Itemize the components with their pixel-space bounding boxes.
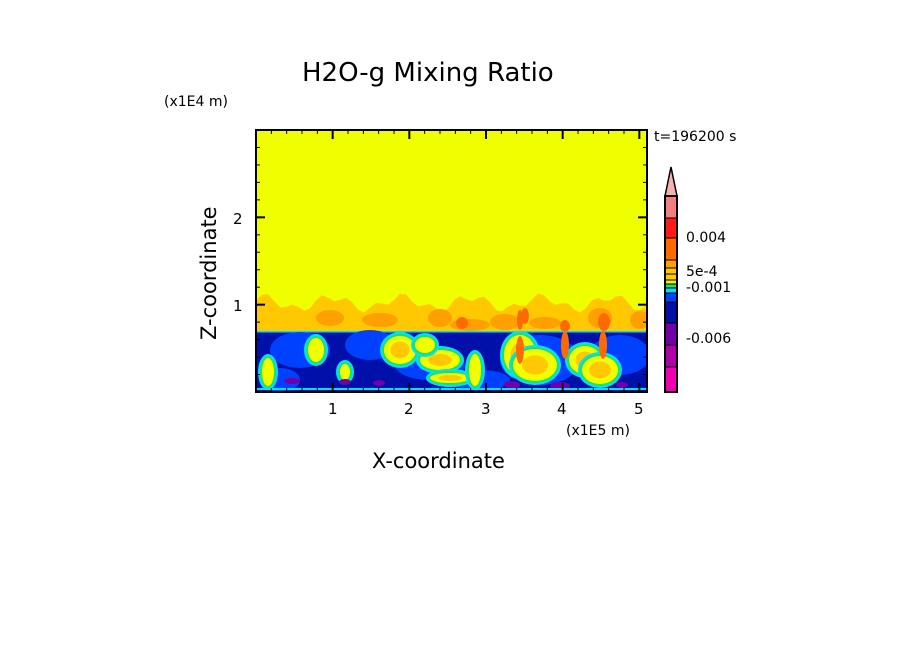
field-blob-purple bbox=[339, 379, 351, 385]
field-interface bbox=[256, 331, 647, 333]
colorbar-segment bbox=[664, 279, 678, 285]
field-streak bbox=[529, 317, 561, 329]
field-blob-orange bbox=[438, 375, 462, 381]
field-plume bbox=[561, 331, 569, 359]
colorbar-label: -0.006 bbox=[686, 331, 732, 347]
field-blob-orange bbox=[589, 361, 611, 379]
colorbar-segment bbox=[664, 301, 678, 324]
y-scale-label: (x1E4 m) bbox=[164, 94, 228, 110]
field-blob-orange bbox=[521, 355, 549, 375]
field-layer bbox=[256, 130, 647, 392]
field-plume bbox=[521, 308, 529, 324]
field-streak bbox=[316, 310, 344, 326]
colorbar-segment bbox=[664, 366, 678, 393]
field-streak bbox=[428, 309, 452, 327]
field-blob-purple bbox=[504, 381, 520, 389]
colorbar-segment bbox=[664, 217, 678, 239]
colorbar-segment bbox=[664, 292, 678, 303]
x-scale-label: (x1E5 m) bbox=[566, 423, 630, 439]
field-plume bbox=[560, 320, 570, 332]
field-blob-purple bbox=[373, 380, 385, 386]
chart-title: H2O-g Mixing Ratio bbox=[302, 58, 554, 88]
colorbar-segment bbox=[664, 322, 678, 346]
field-streak bbox=[362, 313, 398, 327]
x-tick-label: 1 bbox=[328, 400, 338, 418]
field-surface bbox=[256, 388, 647, 390]
field-plume bbox=[456, 317, 468, 329]
y-tick-label: 1 bbox=[233, 297, 243, 315]
colorbar-segment bbox=[664, 273, 678, 281]
field-blob-yellow bbox=[262, 358, 274, 386]
colorbar-frame bbox=[664, 195, 678, 393]
colorbar-segment bbox=[664, 344, 678, 368]
field-blob-yellow bbox=[469, 354, 481, 386]
colorbar-label: 5e-4 bbox=[686, 264, 718, 280]
x-tick-label: 3 bbox=[481, 400, 491, 418]
colorbar-segment bbox=[664, 237, 678, 261]
field-blob-orange bbox=[428, 354, 452, 366]
colorbar-segment bbox=[664, 287, 678, 294]
x-tick-label: 5 bbox=[634, 400, 644, 418]
field-streak bbox=[490, 314, 520, 330]
time-label: t=196200 s bbox=[654, 129, 737, 145]
x-axis-label: X-coordinate bbox=[372, 449, 505, 473]
field-blob-purple bbox=[616, 382, 628, 388]
colorbar-segment bbox=[664, 267, 678, 275]
field-blob-orange bbox=[390, 341, 410, 359]
colorbar-segment bbox=[664, 259, 678, 269]
field-plume bbox=[598, 313, 610, 331]
colorbar-segment bbox=[664, 283, 678, 289]
x-tick-label: 2 bbox=[404, 400, 414, 418]
field-streak bbox=[630, 311, 647, 329]
plot-frame bbox=[255, 129, 648, 393]
y-tick-label: 2 bbox=[233, 210, 243, 228]
field-plume bbox=[516, 336, 524, 364]
field-plume bbox=[599, 331, 607, 359]
field-blob-purple bbox=[284, 378, 300, 384]
field-blob-yellow bbox=[308, 338, 324, 362]
field-blob-yellow bbox=[415, 337, 435, 353]
colorbar-segment bbox=[664, 195, 678, 219]
colorbar-label: -0.001 bbox=[686, 280, 732, 296]
field-streak bbox=[450, 319, 490, 331]
colorbar-label: 0.004 bbox=[686, 230, 727, 246]
x-tick-label: 4 bbox=[557, 400, 567, 418]
field-blob-yellow bbox=[340, 364, 350, 380]
colorbar-extend-arrow bbox=[664, 166, 678, 197]
